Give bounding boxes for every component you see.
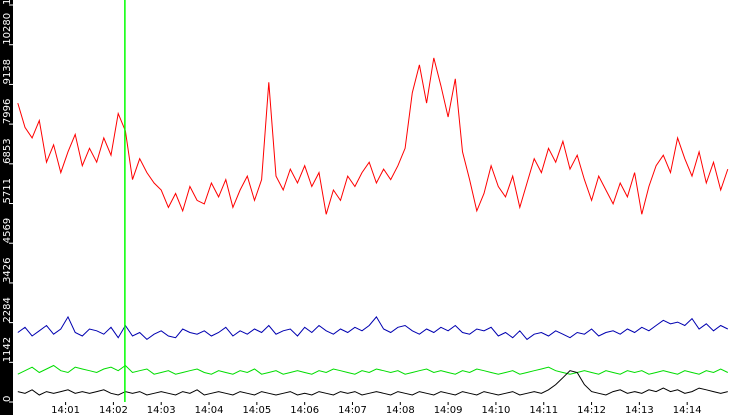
series-line xyxy=(17,57,729,215)
x-tick-label: 14:06 xyxy=(290,405,319,415)
x-tick-label: 14:10 xyxy=(482,405,511,415)
x-tick-label: 14:14 xyxy=(673,405,702,415)
series-line xyxy=(17,364,729,375)
x-tick-label: 14:04 xyxy=(195,405,224,415)
y-tick-label: 6853 xyxy=(2,138,13,163)
x-tick-label: 14:11 xyxy=(529,405,558,415)
y-tick-label: 9138 xyxy=(2,59,13,84)
y-tick-label: 2284 xyxy=(2,297,13,322)
x-tick-label: 14:03 xyxy=(147,405,176,415)
x-tick-label: 14:05 xyxy=(242,405,271,415)
x-tick-label: 14:01 xyxy=(51,405,80,415)
x-tick-label: 14:08 xyxy=(386,405,415,415)
y-tick-label: 4569 xyxy=(2,218,13,243)
y-tick-label: 0 xyxy=(2,396,13,402)
series-line xyxy=(17,315,729,341)
x-tick-label: 14:13 xyxy=(625,405,654,415)
x-tick-label: 14:12 xyxy=(577,405,606,415)
y-tick-label: 3426 xyxy=(2,257,13,282)
x-tick-label: 14:07 xyxy=(338,405,367,415)
y-tick-label: 7996 xyxy=(2,99,13,124)
y-axis-strip xyxy=(0,0,13,415)
series-line xyxy=(17,370,728,396)
y-tick-label: 5711 xyxy=(2,178,13,203)
y-tick-label: 11423 xyxy=(2,0,13,5)
y-tick-label: 1142 xyxy=(2,337,13,362)
x-tick-label: 14:09 xyxy=(434,405,463,415)
y-tick-label: 10280 xyxy=(2,13,13,45)
x-tick-label: 14:02 xyxy=(99,405,128,415)
